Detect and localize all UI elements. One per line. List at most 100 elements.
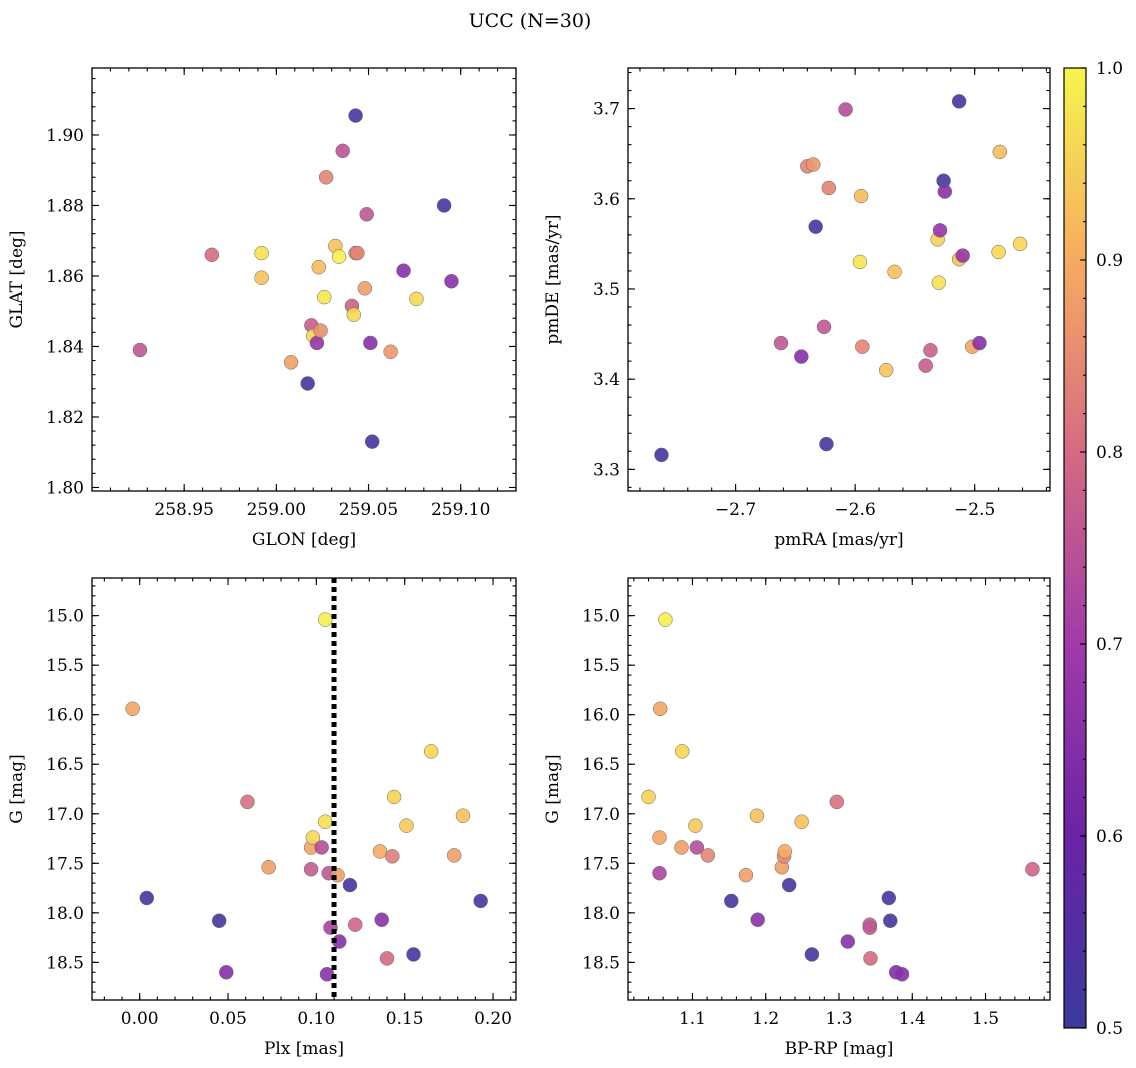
y-axis-label: pmDE [mas/yr]: [543, 214, 563, 344]
y-tick-label: 1.90: [46, 126, 84, 146]
y-tick-label: 17.5: [582, 854, 620, 874]
y-tick-label: 17.0: [46, 805, 84, 825]
scatter-point: [689, 840, 705, 855]
x-tick-label: 258.95: [154, 500, 213, 520]
scatter-point: [444, 274, 459, 289]
scatter-point: [863, 951, 878, 966]
scatter-point: [855, 339, 870, 354]
scatter-point: [652, 830, 667, 845]
scatter-point: [396, 263, 411, 278]
x-axis-label: pmRA [mas/yr]: [774, 530, 903, 550]
y-axis-label: G [mag]: [7, 754, 27, 823]
scatter-point: [819, 436, 834, 452]
scatter-point: [829, 794, 845, 810]
scatter-point: [364, 434, 380, 449]
scatter-point: [658, 612, 673, 627]
scatter-point: [379, 951, 395, 966]
y-tick-label: 3.5: [593, 280, 620, 300]
scatter-point: [317, 612, 333, 627]
scatter-point: [350, 245, 365, 261]
scatter-point: [816, 319, 832, 335]
x-axis-label: GLON [deg]: [252, 530, 356, 550]
scatter-point: [749, 808, 765, 823]
x-tick-label: 1.1: [679, 1009, 706, 1029]
scatter-point: [446, 848, 462, 863]
scatter-point: [204, 247, 220, 263]
scatter-point: [991, 244, 1006, 260]
x-tick-label: 0.05: [209, 1009, 247, 1029]
x-tick-label: 1.2: [752, 1009, 779, 1029]
x-tick-label: 259.05: [339, 500, 398, 520]
plot-frame: [627, 67, 1051, 492]
y-tick-label: 16.5: [46, 755, 84, 775]
x-tick-label: 1.3: [825, 1009, 852, 1029]
scatter-point: [652, 865, 667, 881]
scatter-point: [305, 830, 321, 845]
scatter-point: [317, 289, 332, 305]
scatter-point: [654, 447, 669, 463]
colorbar: 0.5 0.6 0.7 0.8 0.9 1.0: [1063, 59, 1123, 1039]
scatter-point: [374, 912, 389, 928]
figure-title: UCC (N=30): [469, 10, 592, 32]
scatter-point: [346, 307, 362, 322]
scatter-point: [1012, 236, 1028, 252]
scatter-point: [951, 94, 967, 109]
scatter-point: [641, 789, 656, 805]
scatter-point: [283, 355, 299, 370]
panel-plx-g: 0.00 0.05 0.10 0.15 0.20 15.0 15.5 16.0 16.5 17.0…: [7, 577, 517, 1059]
scatter-point: [132, 342, 148, 358]
scatter-point: [794, 349, 809, 364]
scatter-point: [862, 920, 878, 935]
scatter-point: [314, 840, 329, 855]
scatter-point: [931, 275, 947, 290]
y-axis-label: G [mag]: [543, 754, 563, 823]
scatter-point: [777, 844, 793, 859]
y-tick-label: 16.0: [582, 706, 620, 726]
scatter-point: [385, 849, 400, 864]
x-tick-label: 1.4: [899, 1009, 926, 1029]
plot-frame: [627, 577, 1051, 1001]
scatter-point: [838, 102, 853, 117]
x-tick-label: −2.6: [834, 500, 875, 520]
y-tick-label: 18.0: [582, 904, 620, 924]
scatter-point: [773, 335, 789, 351]
scatter-point: [750, 912, 765, 928]
scatter-point: [254, 245, 269, 261]
scatter-point: [918, 358, 933, 373]
scatter-point: [331, 249, 347, 264]
colorbar-tick-label: 0.7: [1096, 635, 1123, 655]
scatter-point: [894, 966, 910, 982]
scatter-point: [348, 108, 363, 123]
scatter-point: [804, 947, 820, 962]
panel-bprp-g: 1.1 1.2 1.3 1.4 1.5 15.0 15.5 16.0 16.5 17.0 17.5 1…: [543, 577, 1051, 1059]
scatter-point: [372, 844, 388, 859]
scatter-point: [455, 808, 471, 823]
y-tick-label: 18.5: [582, 953, 620, 973]
y-tick-label: 16.0: [46, 706, 84, 726]
scatter-point: [436, 198, 452, 213]
x-axis-label: Plx [mas]: [264, 1039, 344, 1059]
scatter-point: [473, 893, 488, 909]
colorbar-tick-label: 0.5: [1096, 1019, 1123, 1039]
colorbar-tick-label: 0.9: [1096, 251, 1123, 271]
scatter-point: [992, 144, 1008, 160]
scatter-point: [674, 744, 690, 759]
x-tick-label: 0.00: [121, 1009, 159, 1029]
scatter-point: [357, 281, 373, 296]
scatter-point: [406, 947, 421, 962]
x-tick-label: 0.15: [386, 1009, 424, 1029]
x-tick-label: 1.5: [972, 1009, 999, 1029]
y-tick-label: 15.5: [46, 656, 84, 676]
scatter-point: [781, 877, 797, 893]
panel-pmra-pmde: −2.7 −2.6 −2.5 3.3 3.4 3.5 3.6 3.7 pmRA [mas/yr]…: [543, 67, 1051, 550]
y-tick-label: 1.82: [46, 408, 84, 428]
scatter-point: [852, 254, 868, 270]
scatter-point: [937, 184, 953, 199]
y-tick-label: 1.88: [46, 196, 84, 216]
scatter-point: [883, 913, 898, 929]
scatter-point: [794, 814, 809, 829]
scatter-point: [738, 867, 754, 883]
scatter-point: [363, 335, 378, 351]
x-tick-label: −2.7: [715, 500, 756, 520]
y-tick-label: 3.3: [593, 460, 620, 480]
